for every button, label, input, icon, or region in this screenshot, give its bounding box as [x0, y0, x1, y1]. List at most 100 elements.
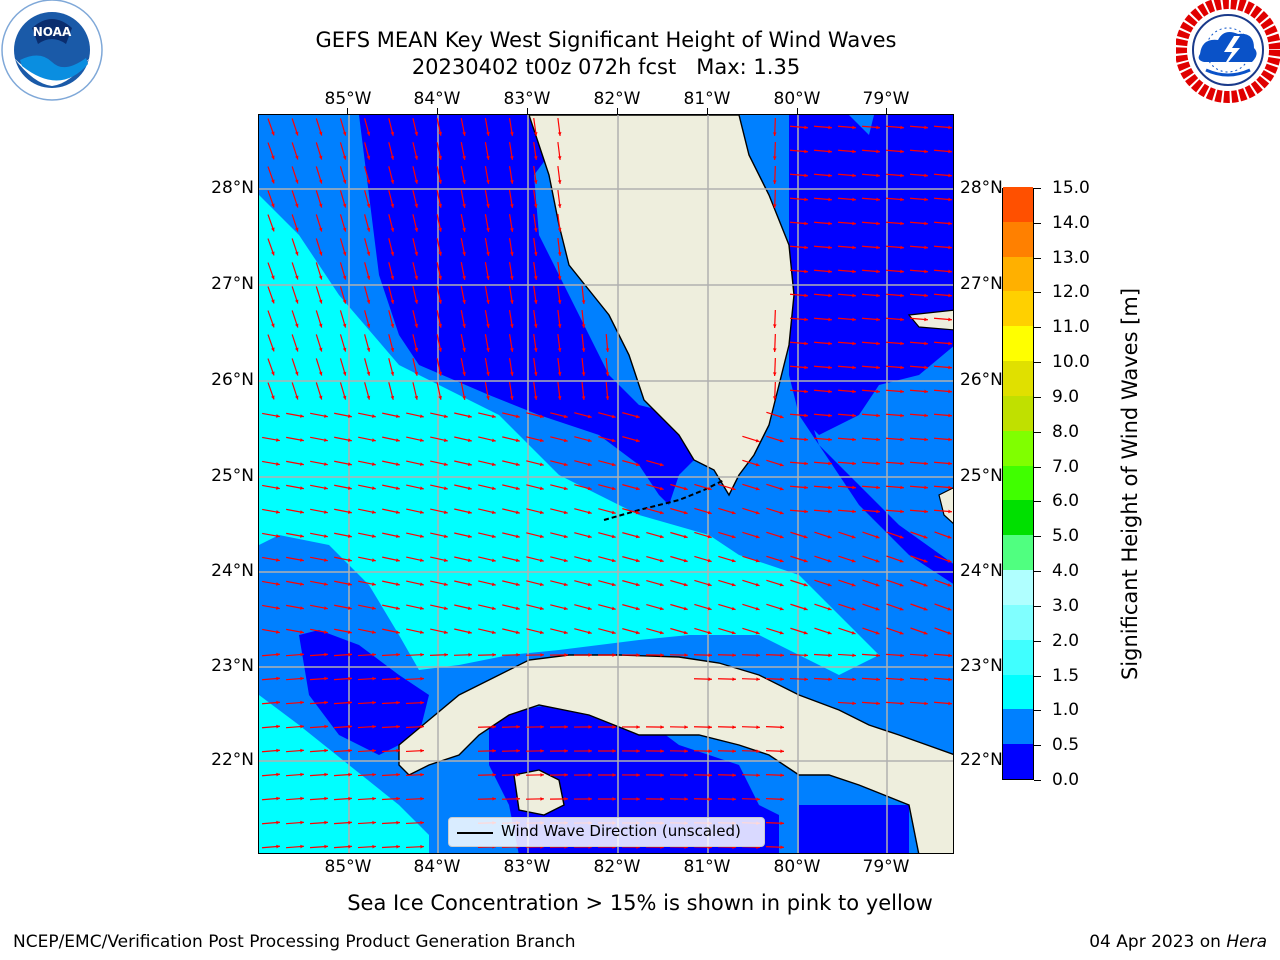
wave-arrow-head [683, 510, 688, 515]
wave-arrow-head [755, 438, 760, 443]
wave-arrow-head [486, 396, 490, 400]
wave-arrow-head [563, 534, 568, 539]
wave-arrow-head [390, 395, 395, 400]
wave-arrow-head [828, 149, 832, 154]
wave-arrow-head [852, 413, 856, 418]
colorbar-segment [1003, 430, 1033, 466]
wave-arrow-head [462, 227, 466, 232]
wave-arrow-head [900, 173, 904, 178]
wave-arrow-head [587, 462, 592, 467]
colorbar-tick [1034, 396, 1041, 398]
wave-arrow-head [804, 317, 808, 322]
wave-arrow-head [851, 582, 856, 587]
wave-arrow-head [587, 438, 592, 443]
wave-arrow-head [491, 438, 496, 443]
wave-arrow-head [396, 772, 400, 777]
wave-arrow-head [899, 559, 904, 563]
wave-arrow-head [462, 251, 466, 256]
wave-arrow-head [852, 221, 856, 226]
wave-arrow-head [852, 125, 856, 130]
wave-arrow-head [395, 414, 400, 418]
wave-arrow-head [900, 653, 904, 658]
wave-arrow-head [342, 203, 347, 208]
wave-arrow-head [396, 676, 400, 681]
wave-arrow-head [636, 773, 640, 777]
wave-arrow-head [300, 700, 304, 705]
florida-keys [603, 479, 725, 521]
wave-band-0-0.5 [799, 195, 953, 435]
map-legend: Wind Wave Direction (unscaled) [448, 817, 765, 847]
wave-arrow-head [875, 535, 880, 539]
lon-label-top: 84°W [413, 89, 461, 109]
map-subtitle: 20230402 t00z 072h fcst Max: 1.35 [0, 54, 1212, 80]
wave-arrow-head [342, 371, 347, 376]
lat-label-left: 23°N [211, 656, 254, 676]
wave-arrow-head [851, 630, 856, 635]
wave-arrow-head [684, 797, 688, 801]
wave-arrow-head [491, 534, 496, 539]
wave-arrow-head [708, 773, 712, 777]
wave-arrow-head [342, 251, 347, 256]
wave-arrow-head [276, 462, 280, 466]
wave-arrow-head [564, 749, 568, 753]
wave-arrow-head [443, 534, 448, 538]
wave-arrow-head [876, 245, 880, 250]
wave-arrow-head [900, 485, 904, 490]
wave-arrow-head [491, 558, 496, 563]
wave-arrow-head [533, 180, 538, 184]
wave-arrow-head [395, 510, 400, 514]
axis-tick [347, 108, 348, 114]
wave-arrow-head [804, 413, 808, 418]
wave-arrow-head [803, 582, 808, 587]
colorbar-segment [1003, 708, 1033, 745]
wave-arrow-head [390, 227, 395, 232]
wave-arrow-head [924, 149, 928, 154]
wave-arrow-head [803, 630, 808, 635]
wave-arrow-head [948, 173, 952, 178]
wave-arrow-head [414, 203, 419, 208]
wave-arrow-head [342, 323, 347, 328]
colorbar-segment [1003, 499, 1033, 536]
lat-label-right: 23°N [960, 656, 1003, 676]
wave-arrow-head [900, 413, 904, 418]
wave-arrow-head [779, 486, 784, 491]
wave-arrow-head [876, 173, 880, 178]
wave-arrow-head [510, 204, 514, 208]
wave-arrow-head [539, 486, 544, 491]
wave-arrow-head [323, 438, 328, 442]
wave-arrow-head [557, 372, 562, 376]
wave-arrow-head [371, 606, 376, 610]
wave-arrow-head [396, 796, 400, 801]
wave-arrow-head [948, 461, 952, 466]
wave-arrow-head [660, 797, 664, 801]
wave-arrow-head [828, 269, 832, 274]
wave-arrow-head [900, 245, 904, 250]
wave-arrow-head [707, 510, 712, 515]
wave-arrow-head [708, 725, 712, 729]
wave-arrow-head [371, 630, 376, 634]
wave-arrow-head [772, 180, 777, 184]
wave-arrow-head [348, 676, 352, 681]
colorbar-tick-label: 12.0 [1052, 282, 1090, 303]
wave-arrow-head [372, 700, 376, 705]
wave-arrow-head [803, 558, 808, 563]
wave-arrow-head [318, 395, 323, 400]
wave-arrow-head [300, 844, 304, 849]
wave-arrow-head [660, 653, 664, 657]
wave-arrow-head [539, 510, 544, 515]
wave-arrow-head [462, 203, 466, 208]
wave-arrow-head [348, 724, 352, 729]
wave-arrow-head [276, 652, 280, 657]
colorbar-tick-label: 6.0 [1052, 491, 1080, 512]
wave-arrow-head [467, 558, 472, 562]
wave-arrow-head [852, 437, 856, 442]
colorbar-tick [1034, 257, 1041, 259]
wave-arrow-head [324, 820, 328, 825]
wave-arrow-head [276, 582, 280, 586]
wave-arrow-head [318, 371, 323, 376]
wave-arrow-head [924, 485, 928, 490]
wave-arrow-head [779, 510, 784, 515]
wave-arrow-head [419, 582, 424, 586]
wave-arrow-head [533, 300, 538, 304]
wave-arrow-head [486, 372, 490, 376]
